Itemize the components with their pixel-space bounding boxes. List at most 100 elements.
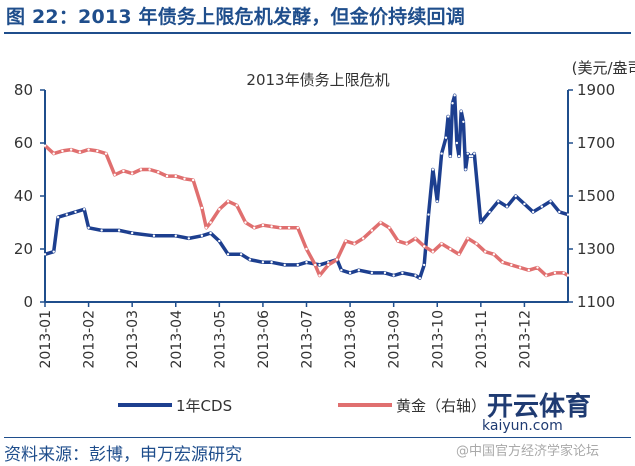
gold-data-point	[353, 242, 356, 245]
cds-data-point	[566, 213, 570, 216]
right-axis-tick-label: 1500	[577, 187, 615, 205]
cds-data-point	[414, 274, 417, 277]
x-axis-tick-label: 2013-04	[169, 310, 185, 369]
gold-data-point	[261, 223, 265, 227]
cds-data-point	[348, 271, 352, 275]
gold-data-point	[562, 271, 565, 275]
cds-data-point	[540, 205, 544, 208]
gold-data-point	[510, 263, 513, 267]
gold-data-point	[449, 247, 452, 251]
x-axis-tick-label: 2013-10	[430, 310, 446, 369]
cds-data-point	[83, 208, 86, 211]
cds-data-point	[451, 102, 454, 105]
cds-data-point	[65, 213, 68, 216]
x-axis-tick-label: 2013-02	[82, 310, 98, 369]
gold-data-point	[396, 239, 400, 243]
x-axis-tick-label: 2013-01	[38, 310, 54, 369]
gold-data-point	[466, 237, 469, 240]
gold-data-point	[96, 149, 99, 153]
cds-data-point	[270, 261, 273, 264]
gold-data-point	[475, 242, 478, 245]
gold-data-point	[296, 226, 299, 229]
gold-data-point	[545, 274, 548, 277]
gold-data-point	[536, 266, 539, 269]
cds-data-point	[226, 253, 230, 256]
cds-data-point	[43, 253, 47, 256]
gold-data-point	[344, 239, 347, 243]
gold-data-point	[335, 258, 339, 261]
gold-data-point	[457, 253, 461, 256]
cds-data-point	[261, 261, 265, 264]
legend-gold-label: 黄金（右轴）	[396, 397, 486, 415]
cds-data-point	[514, 194, 517, 198]
cds-data-point	[152, 234, 156, 237]
watermark-name: 开云体育	[487, 392, 592, 422]
cds-data-point	[479, 221, 483, 224]
cds-data-point	[455, 141, 459, 145]
cds-data-point	[440, 152, 443, 155]
gold-data-point	[370, 229, 374, 232]
right-axis-tick-label: 1900	[577, 81, 615, 99]
gold-data-point	[200, 206, 204, 210]
title-divider	[4, 32, 631, 34]
cds-series-line	[44, 93, 569, 280]
cds-data-point	[453, 94, 456, 97]
gold-data-point	[87, 148, 90, 151]
gold-data-point	[501, 261, 504, 264]
gold-data-point	[314, 263, 317, 267]
cds-data-point	[174, 234, 177, 237]
cds-data-point	[305, 261, 308, 264]
x-axis-tick-label: 2013-06	[256, 310, 272, 369]
cds-data-point	[470, 155, 474, 158]
gold-data-point	[287, 226, 291, 229]
x-axis-tick-label: 2013-08	[343, 310, 359, 369]
left-axis-tick-label: 60	[14, 134, 33, 152]
gold-data-point	[388, 226, 391, 229]
gold-data-point	[113, 173, 116, 176]
cds-data-point	[464, 168, 467, 171]
right-axis-tick-label: 1700	[577, 134, 615, 152]
cds-data-point	[558, 210, 561, 214]
cds-data-point	[340, 269, 343, 272]
gold-data-point	[440, 242, 443, 245]
left-axis-tick-label: 20	[14, 240, 33, 258]
gold-data-point	[431, 250, 435, 253]
cds-data-point	[392, 274, 395, 277]
gold-data-point	[279, 226, 282, 229]
cds-data-point	[466, 152, 469, 155]
gold-data-point	[235, 204, 238, 207]
cds-data-point	[449, 155, 452, 158]
cds-data-point	[549, 200, 552, 203]
x-axis-tick-label: 2013-11	[474, 310, 490, 369]
cds-data-point	[383, 271, 387, 275]
cds-data-point	[283, 263, 286, 267]
cds-data-point	[401, 271, 404, 275]
gold-data-point	[61, 149, 64, 153]
x-axis-tick-label: 2013-05	[212, 310, 228, 369]
right-axis-tick-label: 1300	[577, 240, 615, 258]
gold-data-point	[244, 221, 247, 224]
legend-cds-label: 1年CDS	[176, 397, 232, 415]
cds-data-point	[436, 200, 439, 203]
cds-data-point	[505, 205, 509, 208]
right-axis-unit: (美元/盎司)	[572, 59, 635, 77]
gold-data-point	[553, 271, 557, 275]
gold-data-point	[305, 247, 308, 251]
cds-data-point	[497, 200, 500, 203]
gold-data-point	[518, 266, 522, 269]
cds-data-point	[296, 263, 299, 267]
x-axis-tick-label: 2013-09	[387, 310, 403, 369]
gold-data-point	[157, 170, 160, 174]
cds-data-point	[200, 234, 204, 237]
gold-data-point	[253, 226, 256, 229]
gold-data-point	[139, 168, 143, 171]
cds-data-point	[444, 136, 448, 139]
gold-data-point	[270, 225, 273, 228]
gold-data-point	[174, 174, 177, 178]
gold-data-point	[226, 200, 230, 203]
left-axis-tick-label: 40	[14, 187, 33, 205]
gold-data-point	[483, 250, 487, 253]
cds-data-point	[523, 202, 526, 206]
